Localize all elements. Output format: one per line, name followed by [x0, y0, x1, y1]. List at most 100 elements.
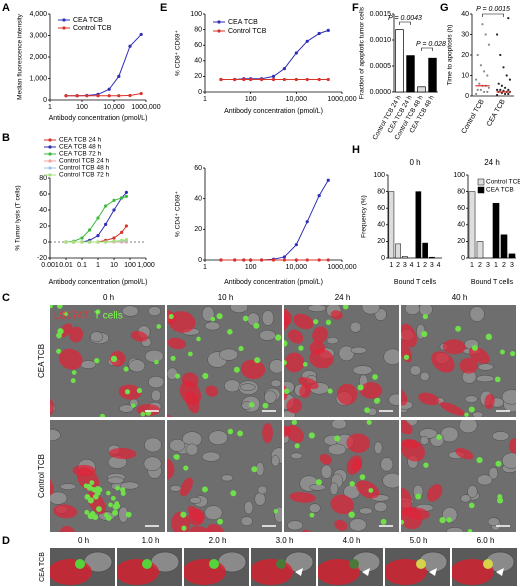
x-axis-label: Bound T cells [394, 279, 437, 286]
tumor-cell [240, 359, 266, 380]
t-cell [439, 517, 446, 524]
t-cell [497, 497, 504, 504]
t-cell [181, 525, 187, 531]
data-point [499, 88, 502, 91]
micrograph [284, 420, 399, 532]
legend-marker [48, 145, 52, 149]
x-axis-label: Antibody concentration (pmol/L) [49, 279, 148, 286]
x-tick-label: 1 [470, 262, 474, 269]
y-tick-label: 60 [457, 205, 465, 212]
y-tick-label: 20 [39, 223, 47, 230]
cell-outline [361, 305, 381, 315]
tumor-cell [309, 348, 334, 369]
tumor-cell [287, 329, 304, 344]
cell-outline [352, 365, 373, 375]
t-cell [364, 407, 371, 413]
t-cell [275, 334, 282, 341]
cell-outline [446, 527, 464, 532]
cell-outline [151, 389, 162, 402]
data-point [80, 236, 84, 240]
tumor-cell [459, 357, 478, 374]
cell-outline [358, 507, 373, 515]
t-cell [196, 336, 201, 342]
micrograph [385, 548, 450, 586]
t-cell [131, 403, 136, 408]
y-tick-label: 40 [377, 222, 385, 229]
cell-outline [244, 500, 254, 515]
data-point [96, 240, 100, 244]
y-tick-label: 80 [39, 175, 47, 182]
y-tick-label: 20 [194, 226, 202, 233]
y-tick-label: 100 [453, 172, 465, 179]
data-point [317, 31, 321, 36]
cell-outline [501, 452, 516, 469]
y-tick-label: 1,000 [29, 75, 47, 82]
t-cell [334, 435, 341, 442]
cell-outline [144, 437, 162, 453]
bar [395, 29, 404, 93]
t-cell [170, 355, 176, 361]
x-tick-label: 4 [437, 262, 441, 269]
t-cell [120, 487, 126, 493]
data-point [479, 64, 482, 67]
cell-outline [492, 431, 510, 441]
micrograph [189, 281, 399, 417]
tumor-cell [319, 453, 332, 465]
t-cell [380, 518, 387, 525]
data-point [282, 77, 286, 82]
cell-outline [219, 348, 239, 361]
t-cell [253, 322, 260, 329]
tumor-cell [431, 351, 455, 373]
series-line [220, 29, 329, 81]
bar [468, 191, 476, 259]
tumor-cell [189, 281, 216, 308]
data-point [85, 94, 89, 98]
t-cell [183, 465, 189, 471]
t-cell [136, 387, 143, 394]
cell-outline [269, 359, 282, 374]
cell-outline [488, 467, 499, 480]
data-point [64, 240, 68, 244]
y-axis-label: % CD4⁺ CD69⁺ [175, 190, 182, 236]
tumor-cell [4, 495, 38, 527]
data-point [504, 92, 507, 96]
data-point [499, 53, 502, 57]
t-cell [467, 528, 473, 532]
time-label: 4.0 h [343, 536, 361, 545]
cell-outline [382, 472, 399, 489]
t-cell [89, 480, 95, 486]
row-label: CEA TCB [39, 552, 46, 582]
y-tick-label: 60 [194, 42, 202, 49]
t-cell [63, 311, 68, 317]
t-cell [242, 315, 249, 322]
t-cell [110, 355, 118, 363]
data-point [112, 236, 116, 240]
x-tick-label: 3 [403, 262, 407, 269]
data-point [249, 77, 253, 82]
t-cell [294, 443, 300, 449]
x-tick-label: 0.1 [77, 262, 87, 269]
panel-letter: D [2, 535, 10, 547]
legend-red: LS174T [54, 311, 89, 322]
tumor-cell [4, 320, 15, 346]
t-cell [254, 357, 261, 364]
cell-outline [349, 321, 362, 333]
x-tick-label: 2 [423, 262, 427, 269]
legend-label: CEA TCB 48 h [59, 144, 102, 151]
time-label: 5.0 h [410, 536, 428, 545]
data-point [294, 51, 298, 55]
t-cell [455, 325, 462, 332]
time-label: 0 h [103, 293, 114, 302]
cell-outline [331, 420, 348, 430]
x-tick-label: 10,000 [286, 264, 308, 271]
tumor-cell [167, 309, 176, 324]
data-point [88, 240, 92, 244]
t-cell [468, 502, 475, 509]
cell-outline [464, 395, 478, 403]
tumor-cell [293, 313, 314, 330]
t-cell [303, 362, 308, 367]
t-cell [87, 512, 94, 520]
t-cell [71, 370, 77, 375]
legend-marker [217, 20, 221, 24]
t-cell [298, 345, 304, 351]
